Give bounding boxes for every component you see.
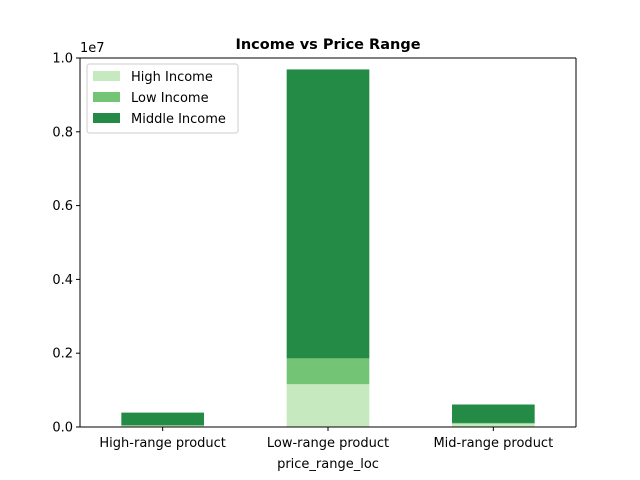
bar-high-income-2 — [286, 384, 370, 427]
x-axis-label: price_range_loc — [277, 457, 379, 472]
x-tick-label: Low-range product — [267, 436, 389, 451]
y-tick-label: 1.0 — [52, 52, 73, 67]
y-tick-label: 0.8 — [52, 125, 73, 140]
bar-high-income-3 — [452, 423, 535, 427]
x-tick-label: High-range product — [99, 436, 226, 451]
y-axis-offset-label: 1e7 — [80, 41, 105, 56]
bar-middle-income-2 — [286, 69, 370, 359]
chart-title: Income vs Price Range — [235, 37, 420, 53]
legend-swatch-high-income — [93, 71, 120, 81]
bars-group — [121, 69, 535, 427]
bar-low-income-3 — [452, 422, 535, 424]
y-tick-label: 0.2 — [52, 347, 73, 362]
bar-low-income-2 — [286, 358, 370, 385]
y-tick-label: 0.0 — [52, 421, 73, 436]
bar-middle-income-3 — [452, 404, 535, 423]
y-tick-label: 0.6 — [52, 199, 73, 214]
legend-label-low-income: Low Income — [131, 91, 209, 106]
y-tick-label: 0.4 — [52, 273, 73, 288]
legend-swatch-low-income — [93, 92, 120, 102]
bar-low-income-1 — [121, 425, 204, 426]
legend-swatch-middle-income — [93, 113, 120, 123]
legend-label-high-income: High Income — [131, 70, 213, 85]
x-tick-label: Mid-range product — [433, 436, 553, 451]
axes-group: 0.0 0.2 0.4 0.6 0.8 1.0 High-range product Low-… — [52, 52, 577, 451]
legend-label-middle-income: Middle Income — [131, 112, 226, 127]
legend-box — [86, 63, 239, 134]
legend: High Income Low Income Middle Income — [86, 63, 239, 134]
bar-middle-income-1 — [121, 412, 204, 426]
bar-high-income-1 — [121, 425, 204, 427]
